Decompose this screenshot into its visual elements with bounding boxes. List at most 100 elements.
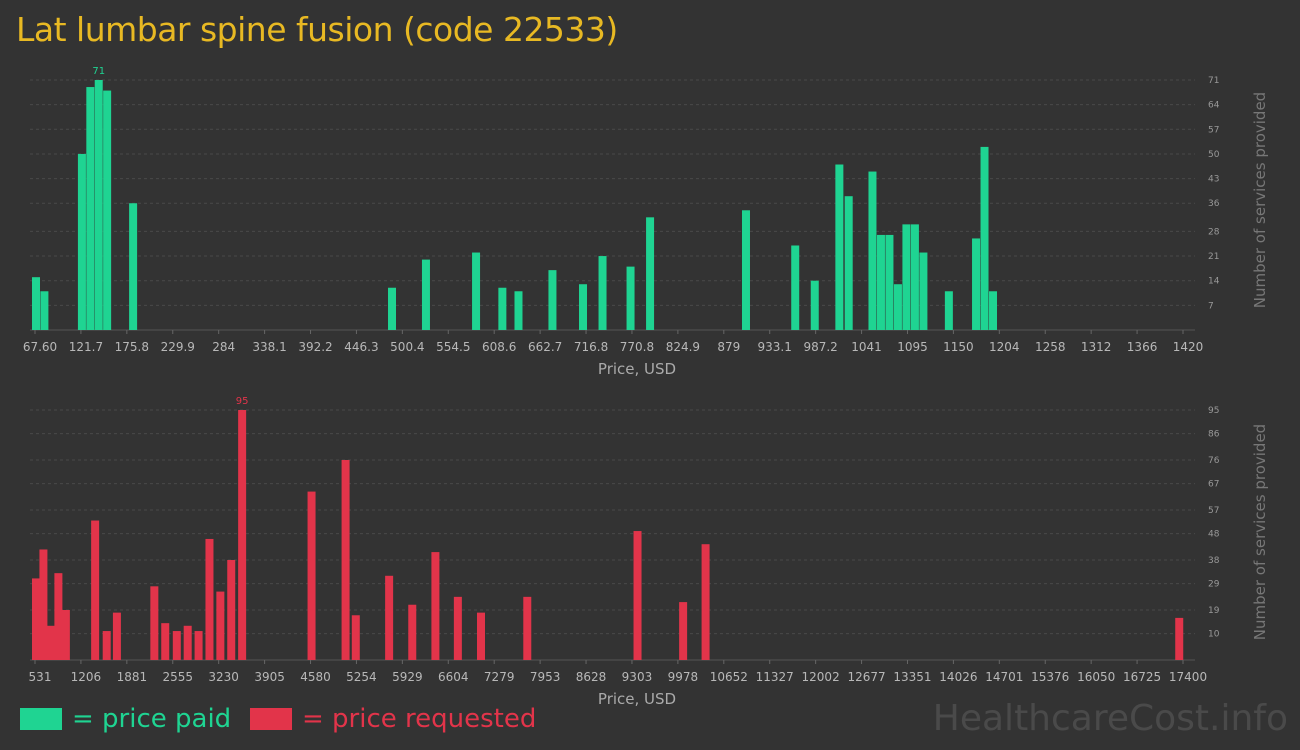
req-bar: [633, 531, 642, 660]
peak-value-label: 95: [236, 396, 249, 407]
req-bar: [102, 631, 111, 660]
x-tick-label: 175.8: [115, 340, 149, 354]
req-bar: [161, 623, 170, 660]
x-tick-label: 1095: [897, 340, 928, 354]
x-tick-label: 17400: [1169, 670, 1207, 684]
paid-bar: [980, 146, 989, 330]
paid-bar: [579, 284, 588, 330]
x-tick-label: 716.8: [574, 340, 608, 354]
x-tick-label: 3905: [254, 670, 285, 684]
chart-title: Lat lumbar spine fusion (code 22533): [16, 10, 618, 49]
paid-bar: [77, 153, 86, 330]
req-bar: [183, 625, 192, 660]
y-tick-label: 43: [1208, 175, 1219, 185]
y-tick-label: 76: [1208, 456, 1220, 466]
x-tick-label: 16725: [1123, 670, 1161, 684]
x-tick-label: 1041: [851, 340, 882, 354]
paid-bar: [910, 224, 919, 330]
x-tick-label: 933.1: [758, 340, 792, 354]
y-tick-label: 48: [1208, 530, 1220, 540]
req-bar: [523, 596, 532, 660]
paid-bar: [472, 252, 481, 330]
paid-bar: [919, 252, 928, 330]
y-tick-label: 57: [1208, 125, 1219, 135]
paid-bar: [893, 284, 902, 330]
req-bar: [194, 631, 203, 660]
x-tick-label: 14701: [985, 670, 1023, 684]
x-tick-label: 12002: [802, 670, 840, 684]
paid-bar: [902, 224, 911, 330]
paid-bar: [514, 291, 523, 330]
req-bar: [385, 575, 394, 660]
x-tick-label: 14026: [939, 670, 977, 684]
y-tick-label: 64: [1208, 101, 1220, 111]
y-tick-label: 57: [1208, 506, 1219, 516]
req-bar: [238, 410, 247, 660]
watermark: HealthcareCost.info: [932, 698, 1288, 739]
x-tick-label: 1206: [71, 670, 102, 684]
y-tick-label: 29: [1208, 580, 1220, 590]
x-tick-label: 13351: [893, 670, 931, 684]
req-bar: [150, 586, 159, 660]
paid-bar: [944, 291, 953, 330]
req-bar: [341, 460, 350, 660]
req-bar: [61, 610, 70, 660]
paid-bar: [791, 245, 800, 330]
req-bar: [216, 591, 225, 660]
paid-bar: [32, 277, 40, 330]
x-tick-label: 11327: [756, 670, 794, 684]
req-bar: [91, 520, 100, 660]
paid-bar: [972, 238, 981, 330]
x-tick-label: 662.7: [528, 340, 562, 354]
paid-bar: [548, 270, 557, 330]
req-bar: [32, 578, 40, 660]
y-tick-label: 86: [1208, 430, 1220, 440]
x-tick-label: 500.4: [390, 340, 424, 354]
x-tick-label: 3230: [208, 670, 239, 684]
x-axis-title: Price, USD: [598, 360, 676, 378]
x-tick-label: 531: [29, 670, 52, 684]
req-bar: [431, 552, 440, 660]
req-bar: [307, 491, 316, 660]
paid-bar: [86, 87, 95, 330]
x-tick-label: 9303: [622, 670, 653, 684]
x-tick-label: 770.8: [620, 340, 654, 354]
req-bar: [477, 612, 486, 660]
paid-legend-label: = price paid: [72, 704, 232, 734]
x-tick-label: 9978: [668, 670, 699, 684]
paid-bar: [885, 234, 894, 330]
req-bar: [172, 631, 181, 660]
paid-bar: [498, 287, 507, 330]
x-tick-label: 229.9: [161, 340, 195, 354]
paid-bar: [989, 291, 998, 330]
y-tick-label: 38: [1208, 556, 1220, 566]
x-tick-label: 1150: [943, 340, 974, 354]
x-tick-label: 284: [212, 340, 235, 354]
y-tick-label: 14: [1208, 277, 1220, 287]
paid-bar: [94, 80, 103, 330]
x-tick-label: 879: [717, 340, 740, 354]
x-tick-label: 121.7: [69, 340, 103, 354]
paid-bar: [868, 171, 877, 330]
x-tick-label: 392.2: [298, 340, 332, 354]
x-tick-label: 1258: [1035, 340, 1066, 354]
x-tick-label: 67.60: [23, 340, 57, 354]
y-tick-label: 19: [1208, 606, 1220, 616]
x-tick-label: 554.5: [436, 340, 470, 354]
paid-bar: [741, 210, 750, 330]
x-axis-title: Price, USD: [598, 690, 676, 708]
req-bar: [112, 612, 121, 660]
paid-bar: [835, 164, 844, 330]
x-tick-label: 1366: [1127, 340, 1158, 354]
x-tick-label: 987.2: [803, 340, 837, 354]
x-tick-label: 8628: [576, 670, 607, 684]
x-tick-label: 12677: [847, 670, 885, 684]
x-tick-label: 5254: [346, 670, 377, 684]
req-bar: [679, 602, 688, 660]
x-tick-label: 5929: [392, 670, 423, 684]
req-bar: [351, 615, 360, 660]
req-bar: [227, 560, 236, 660]
x-tick-label: 1204: [989, 340, 1020, 354]
req-bar: [39, 549, 48, 660]
